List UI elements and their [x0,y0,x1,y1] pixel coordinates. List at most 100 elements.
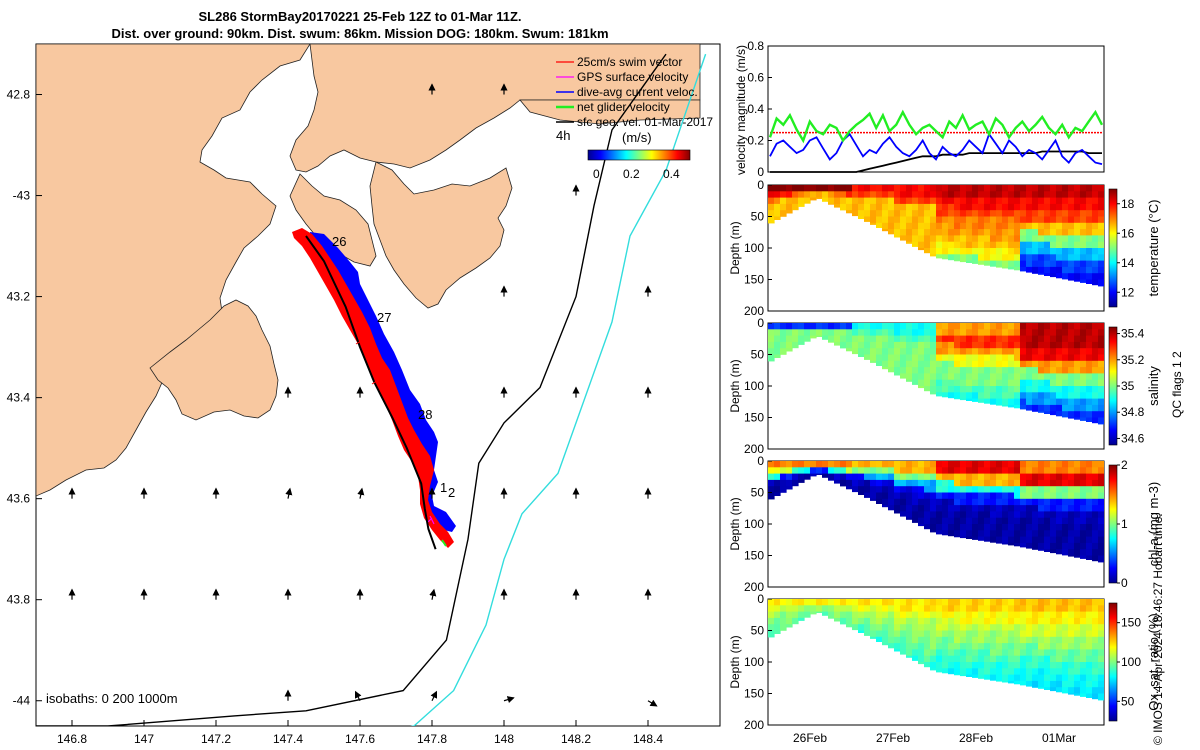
section-cell [1050,630,1057,638]
section-cell [804,611,811,618]
section-cell [912,486,919,493]
section-cell [900,360,907,368]
section-cell [1002,655,1009,663]
section-cell [1032,662,1039,669]
section-cell [936,530,943,535]
section-cell [1026,643,1033,650]
section-cell [954,605,961,613]
section-cell [870,329,877,337]
section-cell [1032,273,1039,274]
section-cell [1032,222,1039,230]
section-cell [990,492,997,500]
section-cell [930,354,937,362]
section-cell [930,222,937,230]
section-cell [930,461,937,468]
section-cell [996,674,1003,682]
section-cell [1080,354,1087,362]
section-cell [948,222,955,230]
section-cell [846,329,853,337]
section-cell [852,479,859,487]
section-cell [888,210,895,217]
section-cell [1044,360,1051,368]
section-cell [1002,398,1009,406]
section-cell [1014,467,1021,475]
section-cell [924,636,931,644]
section-cell [1098,210,1104,217]
section-cell [996,536,1003,544]
section-cell [870,197,877,205]
section-cell [984,473,991,481]
section-cell [966,398,973,401]
section-cell [864,492,871,498]
section-cell [1098,461,1104,468]
section-cell [1068,530,1075,538]
section-cell [1080,273,1087,280]
section-cell [810,605,817,613]
section-cell [1098,191,1104,199]
section-cell [1068,348,1075,355]
section-colorbar [1108,464,1118,584]
section-cell [966,254,973,262]
section-cell [858,323,865,330]
section-cell [996,611,1003,619]
section-cell [1074,662,1081,669]
section-cell [906,630,913,638]
section-cell [1098,392,1104,400]
section-cell [882,216,889,224]
section-cell [942,335,949,343]
section-cell [1098,530,1104,538]
section-cell [918,235,925,243]
section-cell [798,191,805,199]
section-cell [834,203,841,208]
section-cell [972,335,979,343]
section-cell [936,473,943,481]
section-cell [912,649,919,657]
section-cell [1062,185,1069,192]
section-cell [888,222,895,230]
section-cell [1068,649,1075,657]
section-cell [894,505,901,512]
section-cell [1032,511,1039,519]
section-cell [876,203,883,211]
section-cell [996,617,1003,625]
section-cell [978,467,985,475]
section-cell [1026,266,1033,273]
section-cell [1062,222,1069,230]
section-cell [1098,423,1104,425]
section-cell [942,617,949,625]
section-cell [954,624,961,631]
section-cell [900,649,907,655]
section-cell [1086,498,1093,506]
colorbar-tick-label: 2 [1121,458,1128,472]
section-cell [1050,273,1057,278]
section-cell [960,517,967,525]
section-cell [1014,260,1021,268]
section-cell [1002,367,1009,374]
section-cell [948,341,955,349]
section-cell [1020,662,1027,669]
section-cell [1068,511,1075,519]
section-cell [882,323,889,330]
section-cell [996,649,1003,657]
section-cell [1050,643,1057,650]
section-cell [996,335,1003,343]
section-cell [1062,335,1069,343]
section-cell [1014,636,1021,644]
section-cell [972,367,979,374]
section-cell [990,379,997,387]
section-cell [852,599,859,606]
section-cell [972,649,979,657]
section-cell [948,386,955,393]
section-cell [972,530,979,538]
section-cell [828,473,835,481]
section-cell [1014,611,1021,619]
section-cell [966,611,973,619]
section-cell [1074,649,1081,657]
section-cell [996,379,1003,387]
section-cell [936,643,943,650]
section-cell [1026,517,1033,525]
section-cell [828,341,835,343]
section-cell [1062,680,1069,688]
section-cell [960,392,967,400]
section-cell [918,323,925,330]
